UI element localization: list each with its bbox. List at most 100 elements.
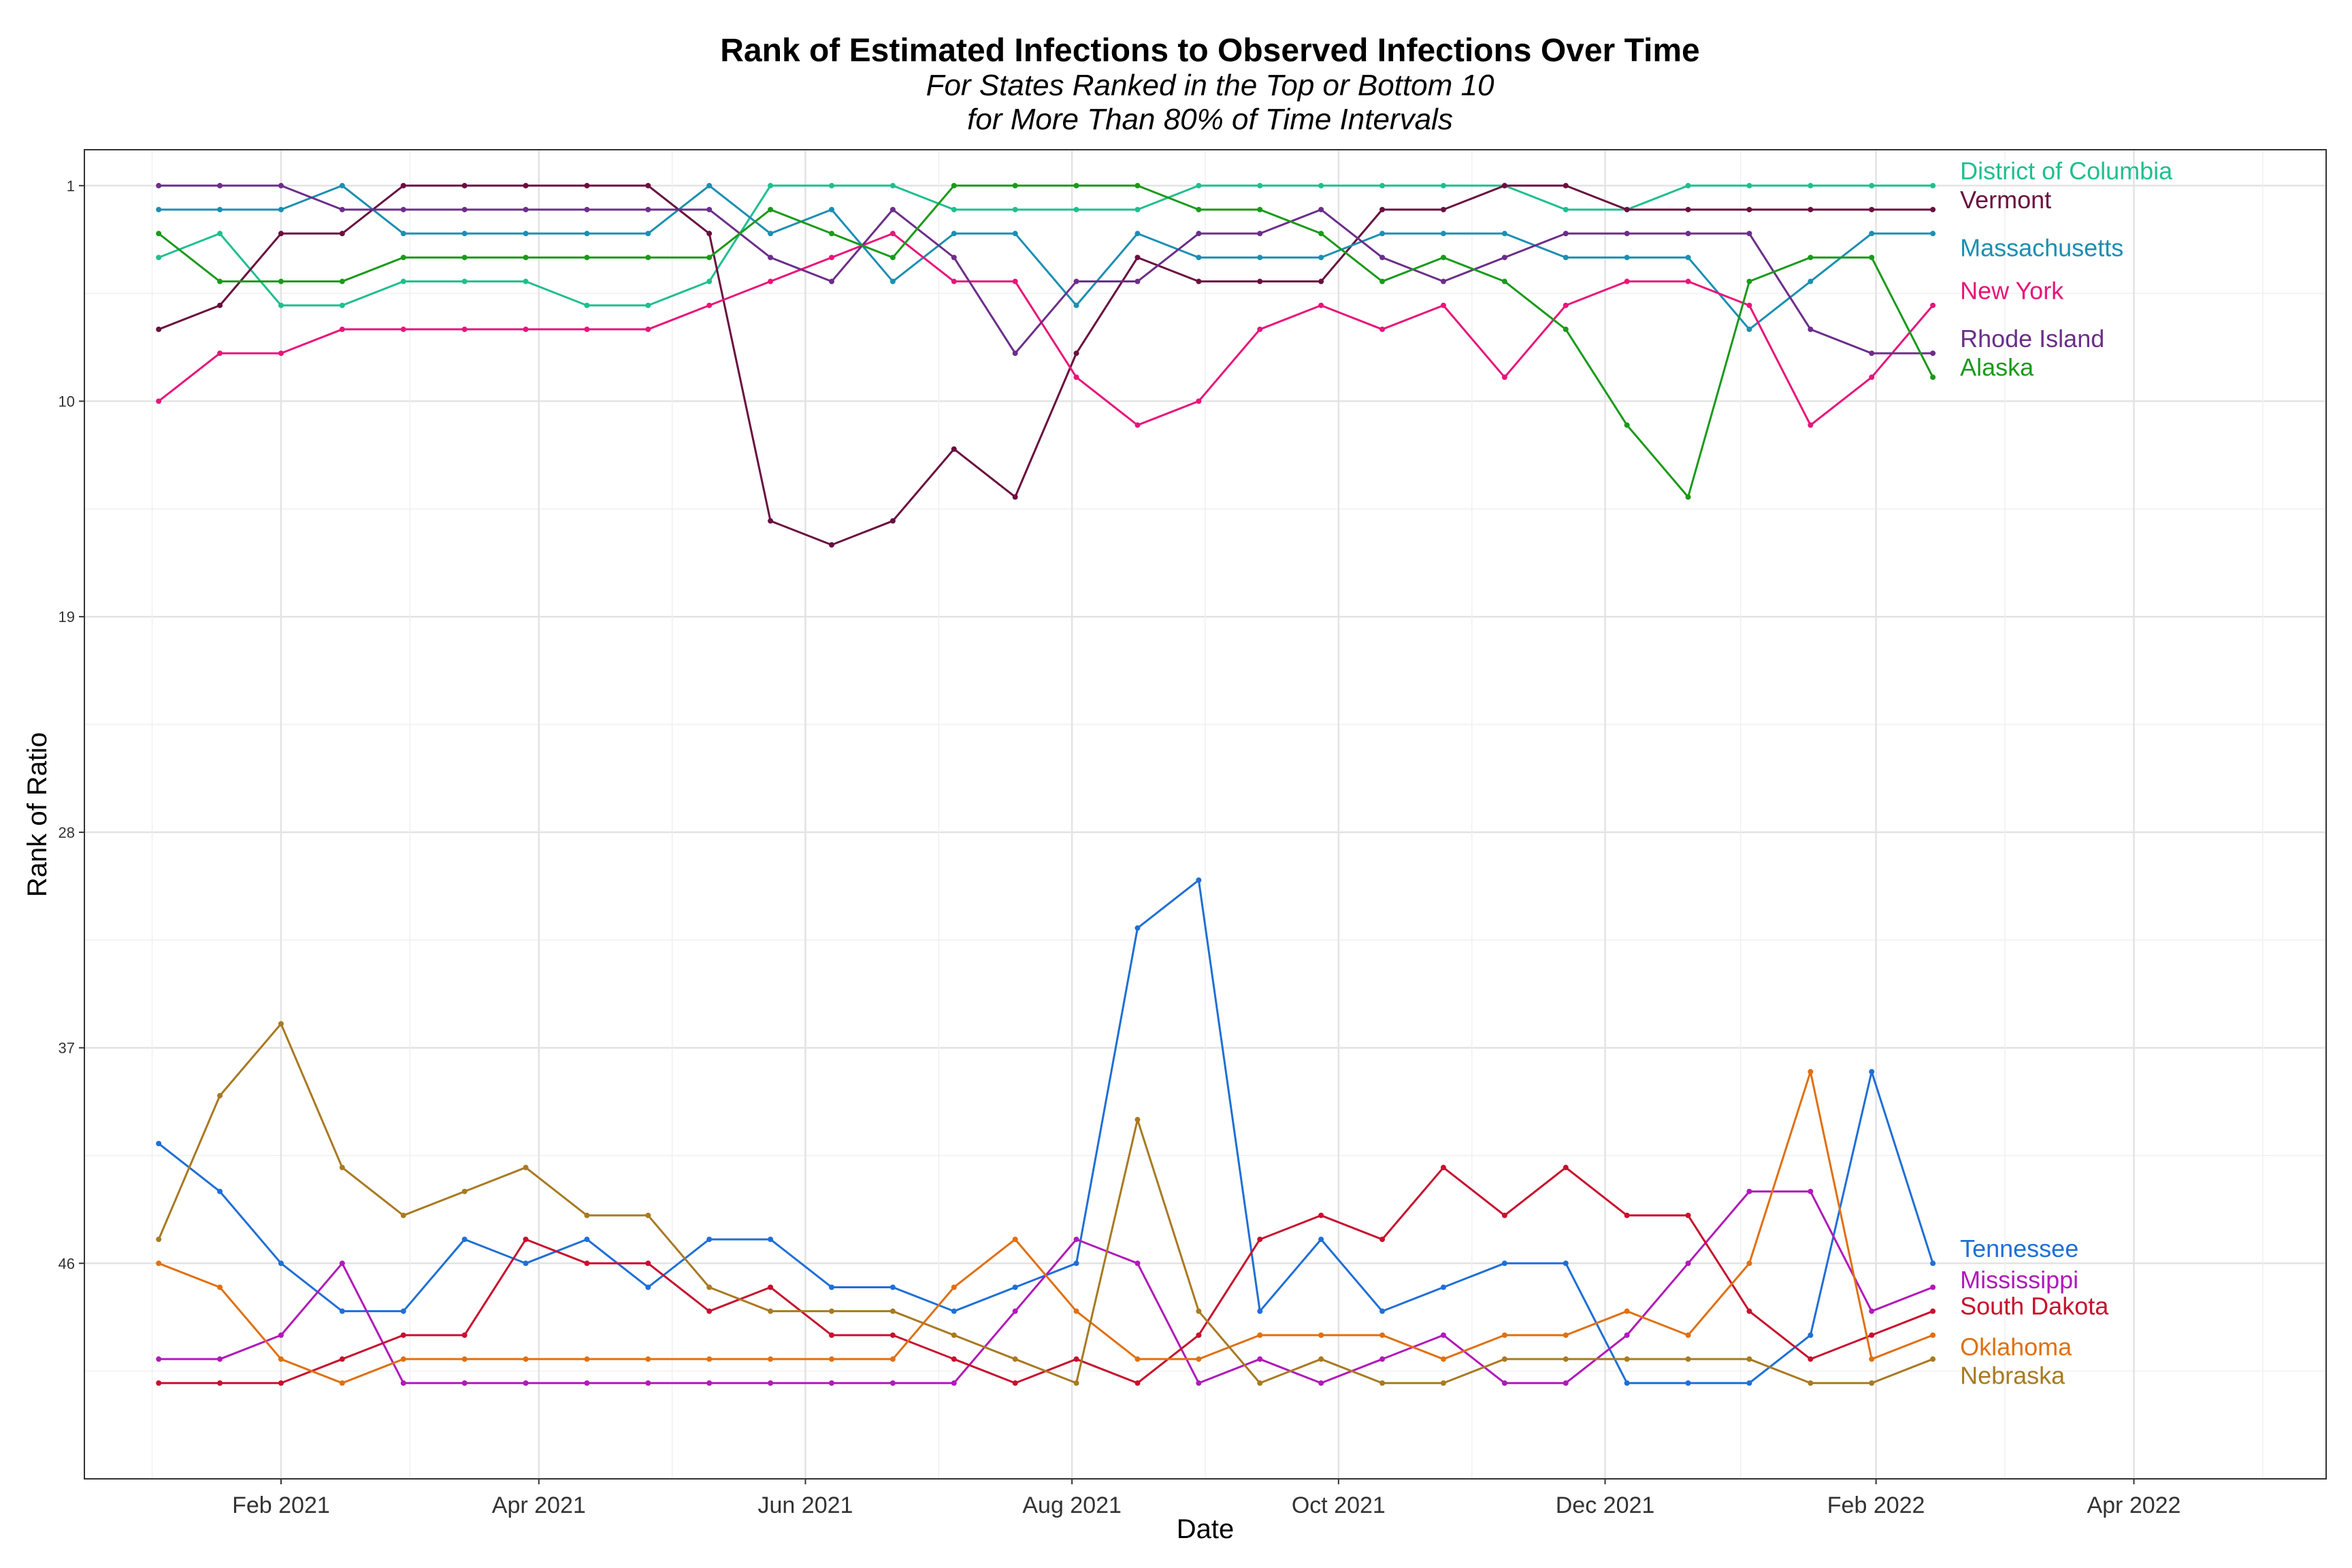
data-point-new-york [217,350,223,357]
data-point-alaska [278,278,284,284]
series-line-rhode-island [159,184,1933,355]
series-label-oklahoma: Oklahoma [1960,1333,2072,1360]
data-point-nebraska [706,1284,713,1290]
data-point-massachusetts [1257,255,1263,261]
data-point-vermont [1501,182,1507,189]
data-point-tennessee [1930,1260,1936,1267]
data-point-tennessee [1196,877,1202,883]
series-label-new-york: New York [1960,277,2064,305]
data-point-alaska [951,182,957,189]
data-point-vermont [1379,206,1386,212]
data-point-vermont [1318,278,1324,284]
data-point-vermont [951,446,957,452]
data-point-south-dakota [461,1332,468,1338]
data-point-south-dakota [1012,1380,1018,1386]
data-point-south-dakota [1563,1164,1569,1171]
data-point-vermont [1808,206,1814,212]
data-point-alaska [1196,206,1202,212]
data-point-alaska [1563,326,1569,332]
data-point-rhode-island [829,278,834,284]
series-oklahoma [156,1068,1936,1386]
data-point-massachusetts [1930,231,1936,237]
data-point-nebraska [1685,1356,1691,1362]
data-point-alaska [584,255,590,261]
data-point-mississippi [1134,1260,1141,1267]
data-point-rhode-island [339,206,345,212]
data-point-tennessee [1012,1284,1018,1290]
data-point-rhode-island [768,255,774,261]
data-point-new-york [768,278,774,284]
data-point-nebraska [1196,1308,1202,1314]
data-point-oklahoma [706,1356,713,1362]
data-point-tennessee [1318,1237,1324,1243]
x-tick-label: Apr 2022 [2087,1492,2180,1518]
y-tick-label: 46 [59,1255,75,1272]
data-point-massachusetts [1440,231,1446,237]
data-point-tennessee [1073,1260,1079,1267]
data-point-alaska [1869,255,1875,261]
data-point-south-dakota [1808,1356,1814,1362]
data-point-alaska [400,255,406,261]
data-point-new-york [829,255,834,261]
data-point-south-dakota [400,1332,406,1338]
data-point-south-dakota [951,1356,957,1362]
data-point-tennessee [584,1237,590,1243]
data-point-new-york [1808,422,1814,428]
data-point-new-york [1746,302,1752,308]
data-point-vermont [1134,255,1141,261]
data-point-alaska [706,255,713,261]
data-point-oklahoma [584,1356,590,1362]
data-point-rhode-island [1869,350,1875,357]
data-point-alaska [523,255,529,261]
data-point-massachusetts [1808,278,1814,284]
data-point-district-of-columbia [768,182,774,189]
data-point-nebraska [1073,1380,1079,1386]
data-point-nebraska [1624,1356,1630,1362]
series-line-new-york [158,232,1934,427]
data-point-new-york [1563,302,1569,308]
data-point-district-of-columbia [278,302,284,308]
data-point-tennessee [523,1260,529,1267]
data-point-nebraska [400,1212,406,1218]
data-point-tennessee [1563,1260,1569,1267]
series-vermont [156,182,1936,548]
data-point-oklahoma [217,1284,223,1290]
data-point-alaska [1685,494,1691,500]
data-point-massachusetts [829,206,834,212]
data-point-massachusetts [1318,255,1324,261]
data-point-rhode-island [1685,231,1691,237]
data-point-vermont [217,302,223,308]
data-point-alaska [768,206,774,212]
data-point-new-york [1930,302,1936,308]
series-line-vermont [158,184,1933,546]
data-point-nebraska [1012,1356,1018,1362]
data-point-tennessee [217,1188,223,1194]
data-point-vermont [1012,494,1018,500]
data-point-mississippi [1440,1332,1446,1338]
data-point-new-york [339,326,345,332]
data-point-tennessee [1808,1332,1814,1338]
data-point-tennessee [768,1237,774,1243]
data-point-nebraska [584,1212,590,1218]
plot-panel-border [84,149,2327,1480]
data-point-mississippi [1869,1308,1875,1314]
data-point-district-of-columbia [1318,182,1324,189]
data-point-vermont [1869,206,1875,212]
series-line-district-of-columbia [158,184,1933,307]
data-point-new-york [645,326,651,332]
data-point-nebraska [1563,1356,1569,1362]
data-point-nebraska [1501,1356,1507,1362]
data-point-massachusetts [1501,231,1507,237]
data-point-vermont [889,518,896,524]
data-point-nebraska [278,1021,284,1027]
data-point-nebraska [1869,1380,1875,1386]
series-label-nebraska: Nebraska [1960,1362,2065,1390]
data-point-south-dakota [768,1284,774,1290]
data-point-district-of-columbia [1196,182,1202,189]
data-point-alaska [1257,206,1263,212]
data-point-tennessee [461,1237,468,1243]
data-point-alaska [1073,182,1079,189]
data-point-oklahoma [1134,1356,1141,1362]
data-point-alaska [1501,278,1507,284]
chart-title: Rank of Estimated Infections to Observed… [720,33,1699,69]
